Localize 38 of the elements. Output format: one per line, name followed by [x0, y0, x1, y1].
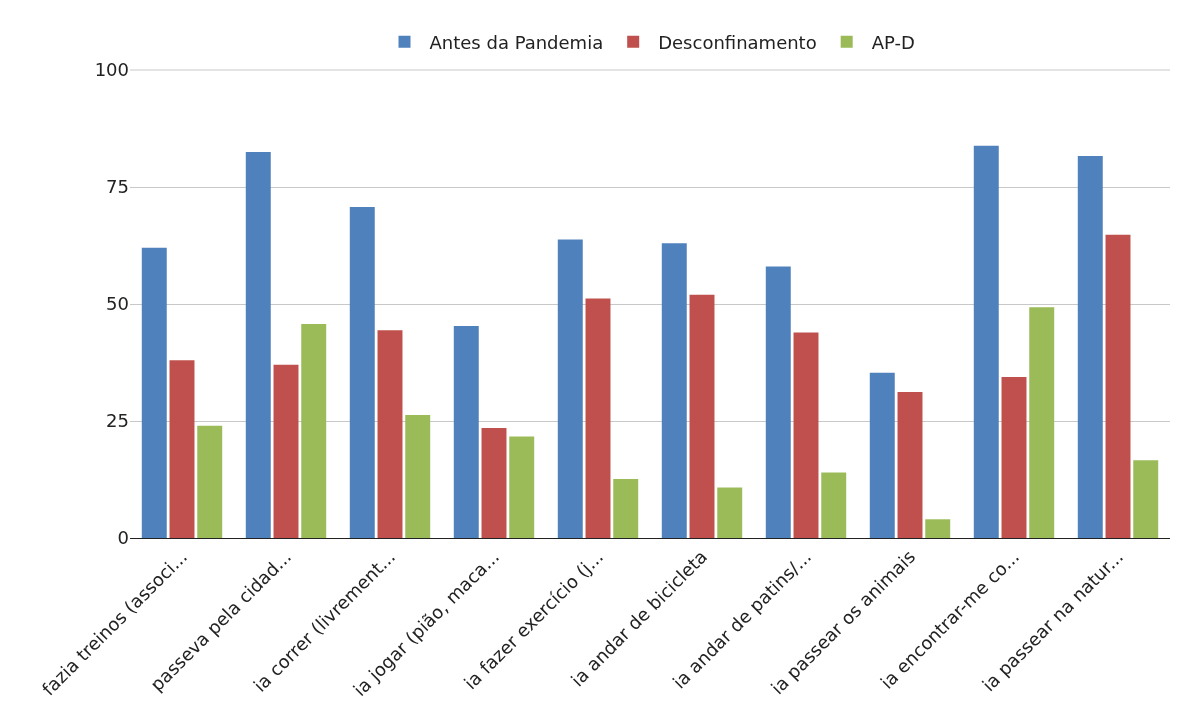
- bar: [557, 239, 583, 538]
- bar: [1001, 377, 1027, 538]
- bar: [1029, 307, 1055, 538]
- legend-label: Desconfinamento: [658, 31, 817, 53]
- legend-label: AP-D: [871, 31, 915, 53]
- bar: [585, 298, 611, 538]
- bar: [793, 332, 819, 538]
- bar: [869, 372, 895, 538]
- bar: [405, 414, 431, 538]
- legend-label: Antes da Pandemia: [429, 31, 604, 53]
- bar: [245, 151, 271, 538]
- bar: [377, 330, 403, 538]
- bar: [481, 428, 507, 538]
- bar: [765, 266, 791, 538]
- y-tick-label: 25: [106, 410, 129, 432]
- y-tick-label: 75: [106, 176, 129, 198]
- bar: [897, 391, 923, 538]
- bar: [973, 145, 999, 538]
- bar: [197, 425, 223, 538]
- bar: [613, 479, 639, 538]
- bar: [169, 360, 195, 538]
- bar: [453, 326, 479, 538]
- bar: [349, 207, 375, 538]
- y-tick-label: 50: [106, 293, 129, 315]
- bar: [689, 294, 715, 538]
- bar: [925, 519, 951, 538]
- y-tick-label: 0: [117, 527, 129, 549]
- bar: [301, 324, 327, 538]
- bar: [1077, 156, 1103, 538]
- y-tick-label: 100: [94, 59, 129, 81]
- bar: [661, 243, 687, 538]
- bar: [717, 487, 743, 538]
- bar: [273, 364, 299, 538]
- bar: [1133, 460, 1159, 538]
- bar: [141, 247, 167, 538]
- bar: [1105, 234, 1131, 538]
- bar: [509, 436, 535, 538]
- bar: [821, 472, 847, 538]
